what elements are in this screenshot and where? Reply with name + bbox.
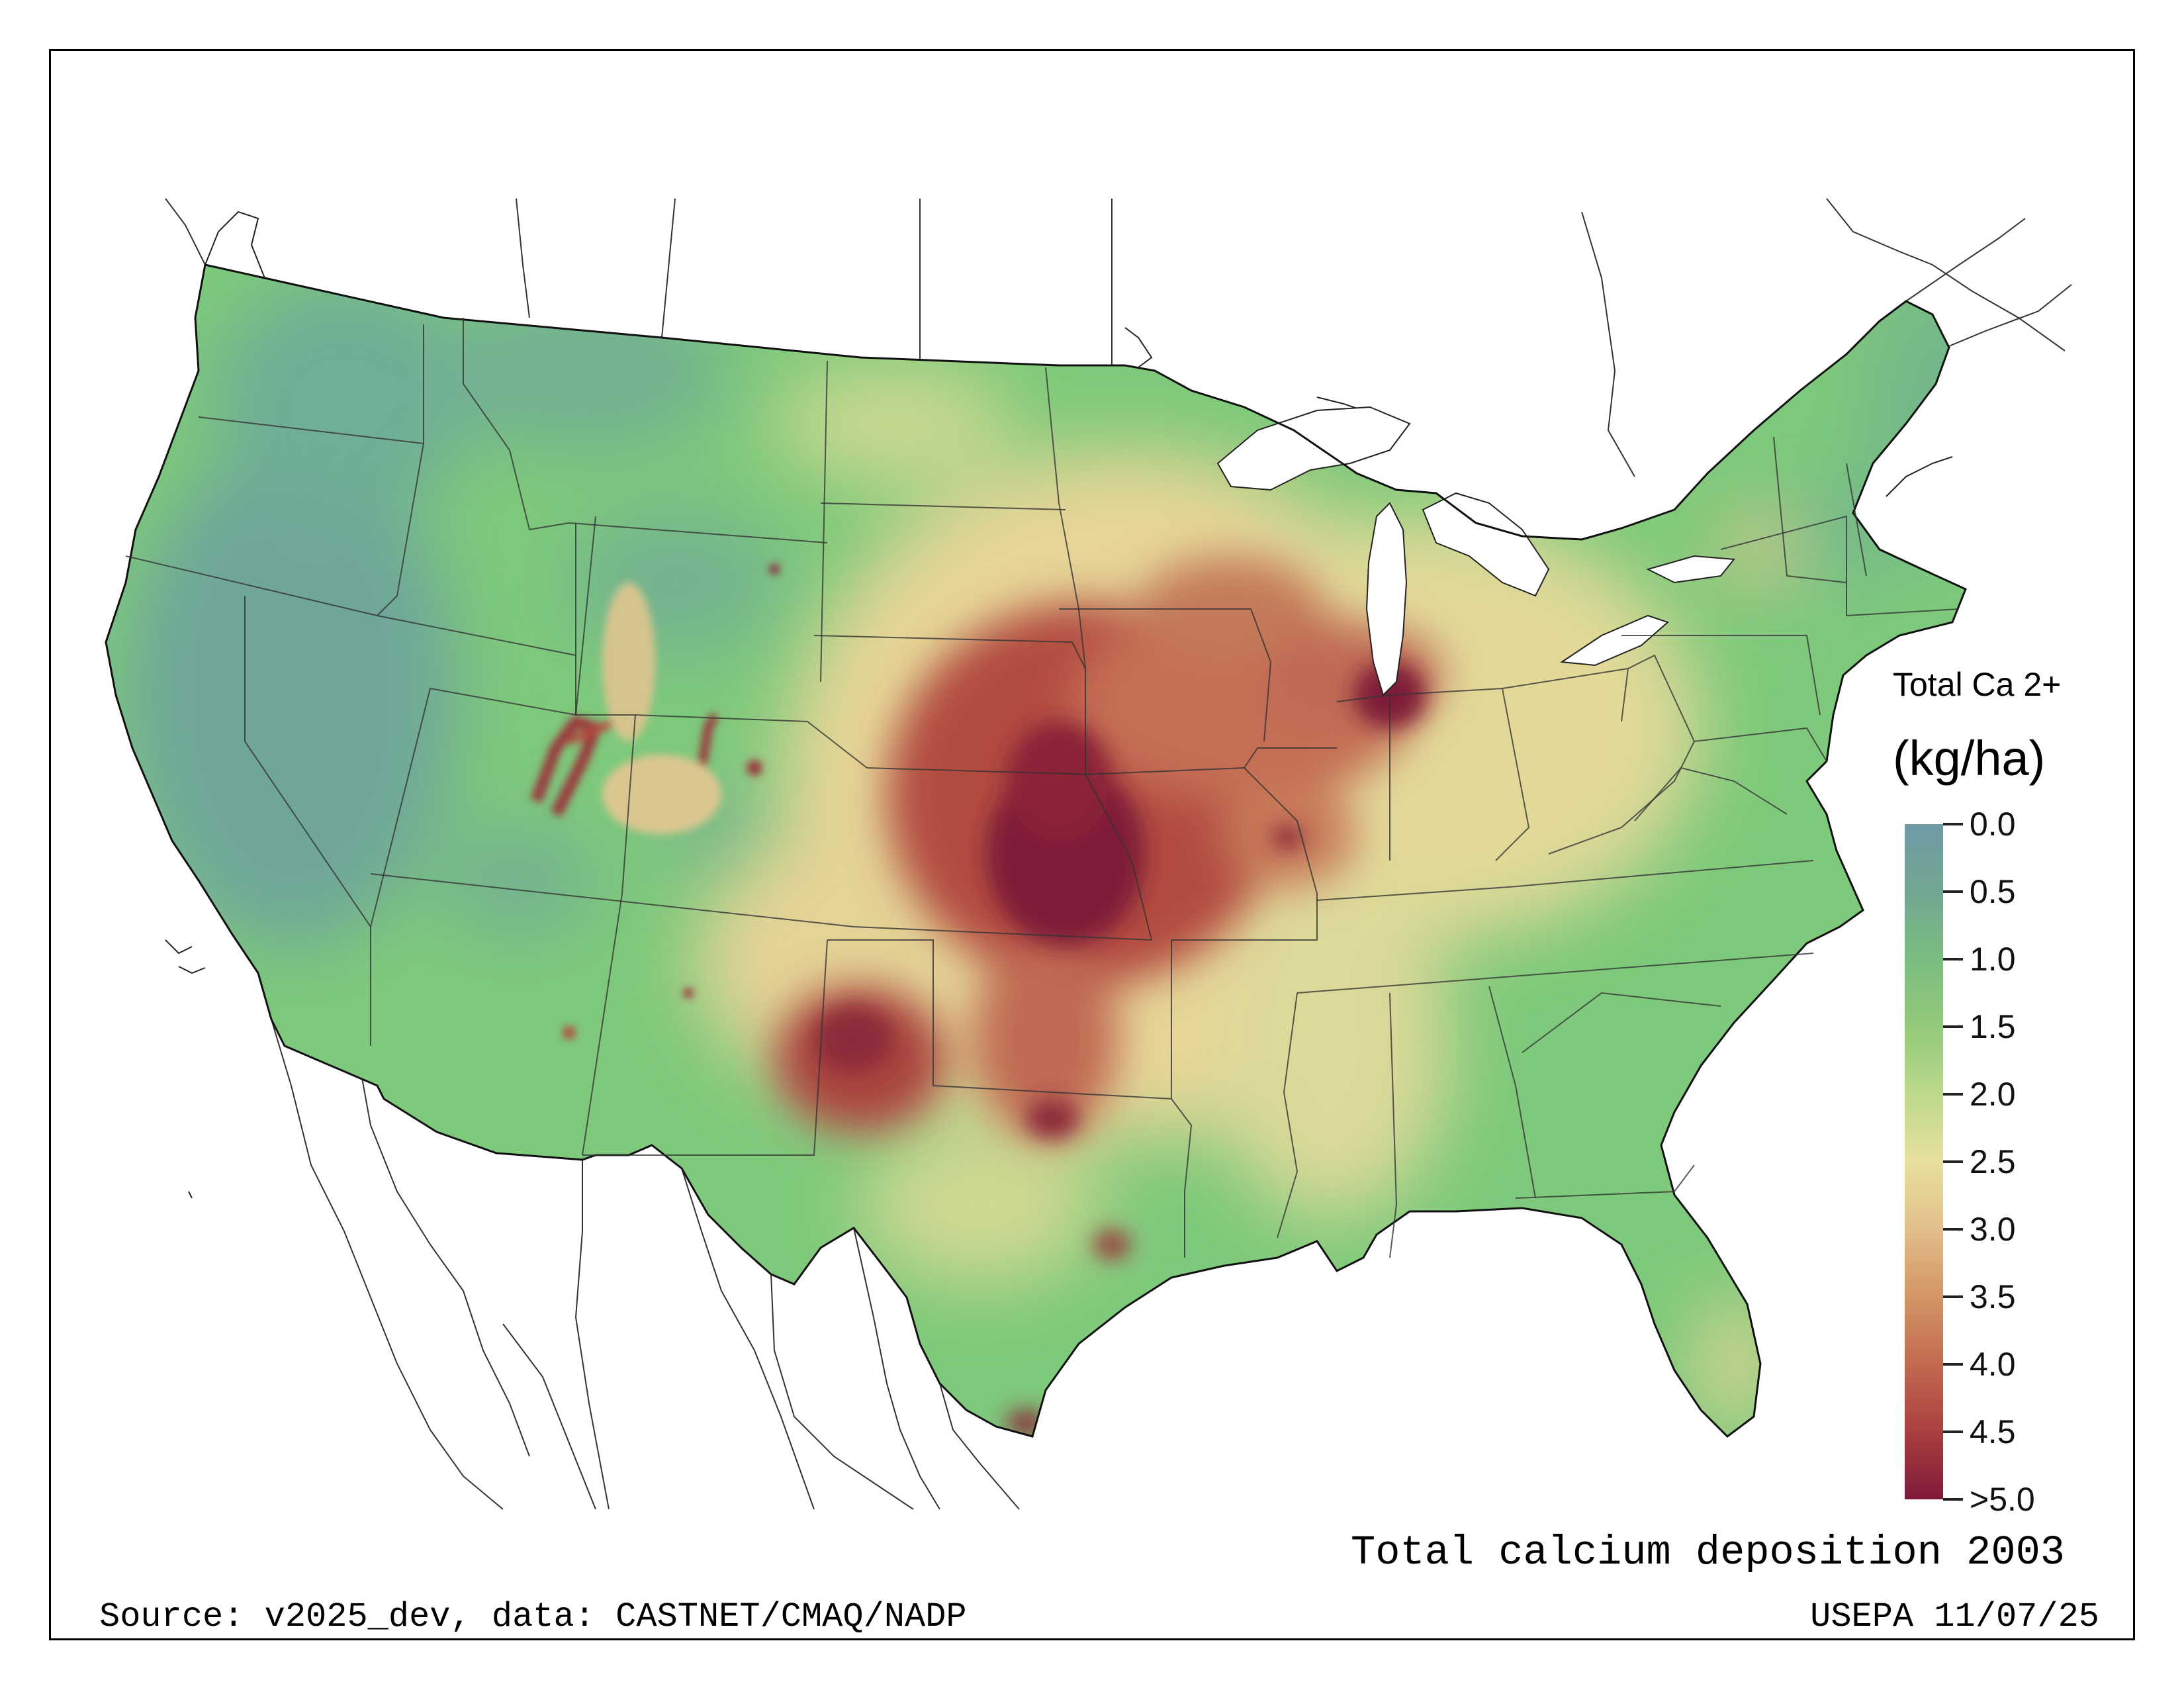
legend-tick-label: 4.5 [1970, 1413, 2016, 1450]
legend-tick-mark [1943, 823, 1963, 825]
map-frame [49, 49, 2135, 1640]
legend-tick-mark [1943, 958, 1963, 961]
state-boundaries [125, 318, 1960, 1258]
legend-tick-label: 3.5 [1970, 1278, 2016, 1315]
legend-tick-mark [1943, 1430, 1963, 1433]
legend-tick-label: 2.0 [1970, 1076, 2016, 1113]
lake-erie [1560, 614, 1669, 667]
legend-tick-label: 0.5 [1970, 873, 2016, 910]
legend-tick-label: 3.0 [1970, 1211, 2016, 1248]
peak-deposition [814, 662, 1426, 1436]
canada-province-lines [661, 198, 676, 338]
source-text: Source: v2025_dev, data: CASTNET/CMAQ/NA… [99, 1597, 967, 1636]
map-title: Total calcium deposition 2003 [1351, 1529, 2065, 1576]
lake-huron [1422, 492, 1550, 597]
legend-tick-mark [1943, 1295, 1963, 1298]
legend-tick-mark [1943, 1093, 1963, 1096]
legend-title: Total Ca 2+ [1893, 666, 2062, 703]
legend-tick-mark [1943, 1025, 1963, 1028]
lake-ontario [1646, 555, 1735, 584]
mexico-border-region [271, 1019, 504, 1510]
legend-tick-mark [1943, 1498, 1963, 1501]
legend-tick-mark [1943, 1160, 1963, 1163]
agency-date-text: USEPA 11/07/25 [1810, 1597, 2099, 1636]
legend-tick-label: 0.0 [1970, 806, 2016, 843]
legend-tick-label: 1.0 [1970, 941, 2016, 978]
legend-tick-label: 2.5 [1970, 1143, 2016, 1180]
legend-tick-mark [1943, 1363, 1963, 1366]
lake-superior [1216, 406, 1411, 491]
legend-units: (kg/ha) [1893, 731, 2046, 786]
legend-tick-mark [1943, 1228, 1963, 1231]
great-lakes [1216, 406, 1735, 696]
lake-michigan [1365, 502, 1408, 696]
legend-tick-label: 4.0 [1970, 1346, 2016, 1383]
legend-tick-mark [1943, 890, 1963, 893]
legend-tick-label: 1.5 [1970, 1008, 2016, 1045]
mountain-speckles [530, 564, 780, 1039]
legend-tick-label: >5.0 [1970, 1481, 2035, 1518]
neighbor-boundaries [165, 198, 2072, 1510]
legend-color-bar [1905, 824, 1943, 1499]
